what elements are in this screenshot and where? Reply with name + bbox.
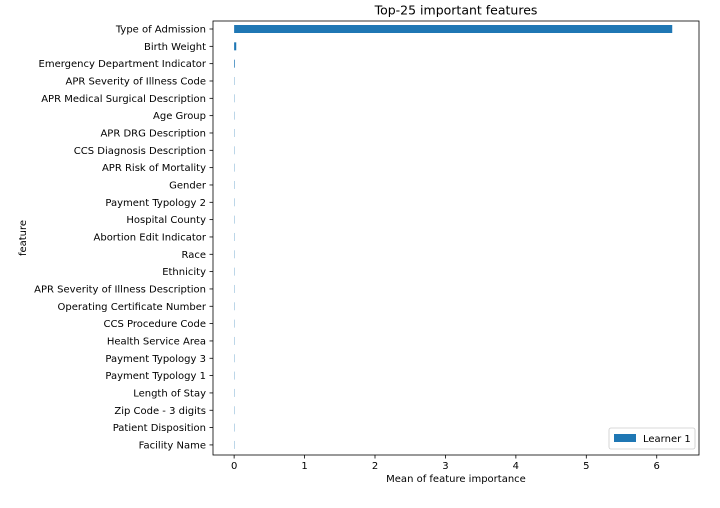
- legend-label: Learner 1: [643, 434, 691, 445]
- y-tick-label: Zip Code - 3 digits: [114, 406, 206, 417]
- y-tick-label: Payment Typology 3: [105, 354, 206, 365]
- y-tick-label: Abortion Edit Indicator: [94, 232, 207, 243]
- y-tick-label: Type of Admission: [115, 25, 206, 36]
- y-axis: Type of Admission Birth Weight Emergency D…: [34, 25, 213, 452]
- chart-title: Top-25 important features: [374, 3, 538, 18]
- y-tick-label: Emergency Department Indicator: [39, 59, 207, 70]
- y-tick-label: Patient Disposition: [113, 423, 206, 434]
- x-axis-label: Mean of feature importance: [386, 474, 526, 485]
- plot-frame: [213, 21, 699, 455]
- legend: Learner 1: [609, 428, 695, 449]
- bar: [234, 42, 236, 50]
- y-tick-label: Ethnicity: [162, 267, 206, 278]
- y-tick-label: Payment Typology 1: [105, 371, 206, 382]
- x-tick-label: 2: [372, 461, 378, 472]
- x-tick-label: 0: [231, 461, 237, 472]
- y-tick-label: Payment Typology 2: [105, 198, 206, 209]
- x-tick-label: 1: [301, 461, 307, 472]
- y-tick-label: CCS Diagnosis Description: [74, 146, 206, 157]
- y-tick-label: Race: [181, 250, 206, 261]
- x-tick-label: 5: [583, 461, 589, 472]
- y-tick-label: APR Severity of Illness Code: [66, 76, 207, 87]
- x-axis: 0 1 2 3 4 5 6: [231, 455, 660, 472]
- x-tick-label: 3: [442, 461, 448, 472]
- y-tick-label: Health Service Area: [107, 336, 206, 347]
- bar: [234, 25, 672, 33]
- y-tick-label: APR Medical Surgical Description: [41, 94, 206, 105]
- x-tick-label: 6: [654, 461, 660, 472]
- y-tick-label: Gender: [169, 180, 207, 191]
- y-tick-label: APR DRG Description: [100, 128, 206, 139]
- y-tick-label: Facility Name: [139, 440, 206, 451]
- y-tick-label: Hospital County: [126, 215, 206, 226]
- bars-layer: [234, 25, 672, 449]
- x-tick-label: 4: [513, 461, 519, 472]
- y-tick-label: Age Group: [153, 111, 206, 122]
- y-tick-label: APR Severity of Illness Description: [34, 284, 206, 295]
- y-tick-label: Operating Certificate Number: [58, 302, 207, 313]
- y-tick-label: Birth Weight: [144, 42, 206, 53]
- y-tick-label: CCS Procedure Code: [103, 319, 206, 330]
- y-tick-label: Length of Stay: [133, 388, 206, 399]
- y-axis-label: feature: [18, 220, 29, 256]
- legend-swatch: [614, 434, 636, 442]
- y-tick-label: APR Risk of Mortality: [102, 163, 206, 174]
- bar: [234, 60, 235, 68]
